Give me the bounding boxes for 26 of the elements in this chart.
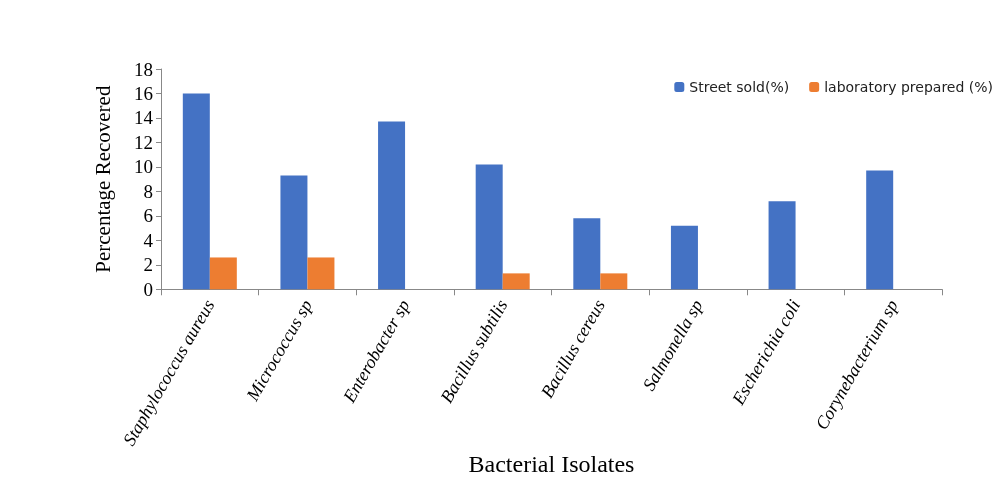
y-tick-label: 6 (143, 205, 153, 227)
y-tick-label: 10 (134, 156, 153, 178)
bar (209, 257, 237, 290)
bar (475, 164, 503, 290)
y-axis-title: Percentage Recovered (90, 85, 115, 273)
bar (280, 175, 308, 290)
y-tick-label: 18 (134, 58, 153, 80)
bar (670, 225, 698, 290)
bar (182, 93, 210, 290)
legend-label: laboratory prepared (%) (824, 79, 993, 95)
y-tick-label: 14 (134, 107, 154, 129)
x-axis-title: Bacterial Isolates (468, 451, 635, 477)
bar (768, 201, 796, 290)
y-tick-label: 0 (143, 278, 153, 300)
y-tick-label: 2 (143, 254, 153, 276)
bar (573, 218, 601, 290)
bar (600, 273, 628, 290)
bar (502, 273, 530, 290)
y-tick-label: 12 (134, 131, 153, 153)
bar (307, 257, 335, 290)
y-tick-label: 16 (134, 82, 153, 104)
y-tick-label: 4 (143, 229, 154, 251)
legend-label: Street sold(%) (689, 79, 790, 95)
bar (866, 170, 894, 290)
bar (378, 121, 406, 290)
y-tick-label: 8 (143, 180, 153, 202)
